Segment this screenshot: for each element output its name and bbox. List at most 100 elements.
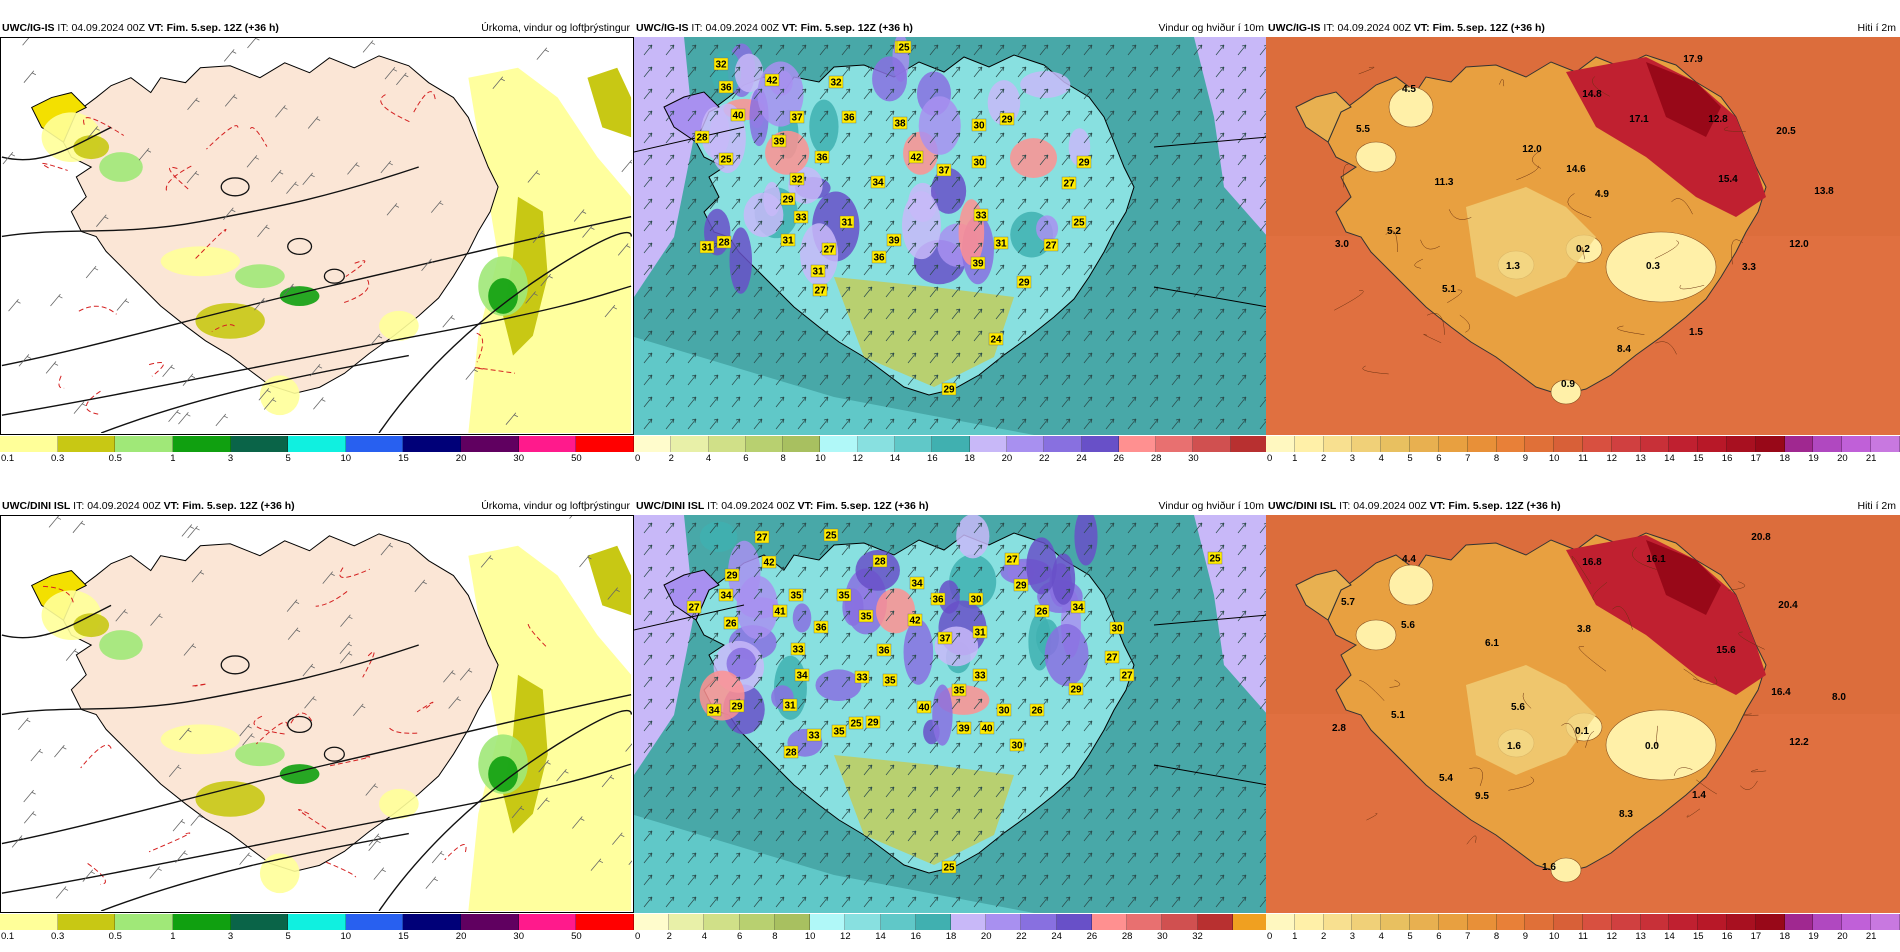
scale-swatch — [1294, 436, 1324, 452]
gust-label: 34 — [909, 576, 925, 590]
scale-tick-label: 4 — [1378, 931, 1384, 942]
scale-swatch — [1611, 436, 1641, 452]
scale-ticks: 0 2 4 6 8 10 12 14 16 18 20 22 24 26 28 30 32 — [634, 931, 1268, 945]
svg-text:42: 42 — [910, 153, 922, 164]
temperature-value: 5.2 — [1387, 226, 1401, 237]
scale-tick-label: 24 — [1051, 931, 1062, 942]
panel-igis-temp: UWC/IG-IS IT: 04.09.2024 00Z VT: Fim. 5.… — [1266, 0, 1900, 474]
scale-swatch — [1156, 436, 1194, 452]
scale-swatch — [745, 436, 784, 452]
model-name: UWC/DINI ISL — [2, 500, 71, 512]
scale-swatch — [1232, 914, 1268, 930]
temperature-value: 8.4 — [1617, 344, 1631, 355]
scale-tick-label: 13 — [1635, 931, 1646, 942]
temperature-value: 8.0 — [1832, 692, 1846, 703]
gust-label: 33 — [790, 642, 806, 656]
gust-label: 29 — [999, 112, 1015, 126]
svg-text:35: 35 — [953, 686, 965, 697]
scale-tick-label: 16 — [927, 453, 938, 464]
temperature-value: 14.6 — [1566, 164, 1586, 175]
gust-label: 31 — [839, 215, 855, 229]
scale-swatch — [1554, 914, 1583, 930]
svg-text:31: 31 — [701, 243, 713, 254]
it-label: IT: — [57, 22, 69, 34]
svg-text:27: 27 — [1106, 653, 1118, 664]
it-label: IT: — [1339, 500, 1351, 512]
temperature-value: 0.1 — [1575, 726, 1589, 737]
svg-text:26: 26 — [1031, 706, 1043, 717]
scale-tick-label: 0 — [635, 931, 641, 942]
gust-label: 36 — [930, 592, 946, 606]
svg-text:25: 25 — [1209, 554, 1221, 565]
scale-swatch — [1871, 436, 1900, 452]
gust-label: 41 — [772, 604, 788, 618]
scale-swatch — [669, 914, 705, 930]
scale-swatch — [915, 914, 951, 930]
wind-map: 27 25 42 29 28 27 25 34 35 35 34 36 30 29 27 26 41 36 35 42… — [634, 515, 1268, 913]
scale-tick-label: 3 — [227, 931, 234, 942]
scale-tick-label: 28 — [1150, 453, 1162, 464]
scale-swatch — [57, 914, 116, 930]
scale-swatch — [1323, 914, 1353, 930]
vt-label: VT: — [147, 22, 164, 34]
scale-swatch — [288, 436, 346, 452]
scale-tick-label: 1 — [170, 931, 176, 942]
gust-label: 35 — [836, 588, 852, 602]
scale-tick-label: 12 — [1606, 931, 1618, 942]
temperature-value: 12.8 — [1708, 114, 1728, 125]
scale-tick-label: 30 — [1188, 453, 1199, 464]
gust-label: 35 — [788, 588, 804, 602]
svg-text:27: 27 — [1121, 671, 1133, 682]
scale-swatch — [1323, 436, 1353, 452]
scale-swatch — [739, 914, 775, 930]
svg-text:35: 35 — [860, 612, 872, 623]
gust-label: 35 — [831, 724, 847, 738]
gust-label: 42 — [907, 613, 923, 627]
model-name: UWC/IG-IS — [2, 22, 55, 34]
scale-swatch — [1127, 914, 1163, 930]
temperature-value: 5.1 — [1391, 710, 1405, 721]
panel-header: UWC/IG-IS IT: 04.09.2024 00Z VT: Fim. 5.… — [636, 20, 1264, 36]
scale-swatch — [932, 436, 970, 452]
gust-label: 31 — [993, 236, 1009, 250]
temperature-value: 17.9 — [1683, 54, 1703, 65]
scale-swatch — [1640, 436, 1670, 452]
vt-label: VT: — [797, 500, 814, 512]
scale-swatch — [1352, 914, 1382, 930]
scale-tick-label: 2 — [668, 453, 674, 464]
svg-text:30: 30 — [1011, 741, 1023, 752]
svg-text:33: 33 — [974, 671, 986, 682]
svg-text:35: 35 — [833, 727, 845, 738]
gust-label: 40 — [916, 700, 932, 714]
svg-text:29: 29 — [1001, 115, 1013, 126]
gust-label: 36 — [841, 110, 857, 124]
scale-tick-label: 20 — [455, 931, 467, 942]
temperature-value: 9.5 — [1475, 791, 1489, 802]
temperature-value: 12.0 — [1522, 144, 1542, 155]
scale-swatch — [1091, 914, 1128, 930]
scale-swatch — [230, 436, 289, 452]
svg-text:28: 28 — [696, 133, 708, 144]
gust-label: 31 — [780, 233, 796, 247]
gust-label: 36 — [718, 80, 734, 94]
svg-text:31: 31 — [784, 701, 796, 712]
scale-tick-label: 18 — [1779, 453, 1791, 464]
scale-swatch — [820, 436, 858, 452]
temperature-value: 2.8 — [1332, 723, 1346, 734]
scale-tick-label: 3 — [1349, 453, 1356, 464]
svg-text:42: 42 — [763, 558, 775, 569]
scale-tick-label: 15 — [398, 453, 409, 464]
map-canvas: 20.8 4.4 16.8 16.1 5.7 20.4 5.6 3.8 6.1 15.6 16.4 8… — [1266, 515, 1900, 913]
svg-text:26: 26 — [725, 619, 737, 630]
svg-text:40: 40 — [918, 703, 930, 714]
svg-text:29: 29 — [726, 571, 738, 582]
scale-tick-label: 17 — [1750, 931, 1762, 942]
scale-swatch — [1669, 914, 1699, 930]
gust-label: 29 — [1076, 155, 1092, 169]
svg-text:35: 35 — [884, 676, 896, 687]
scale-tick-label: 8 — [772, 931, 778, 942]
temperature-value: 17.1 — [1629, 114, 1649, 125]
scale-tick-label: 6 — [1436, 453, 1442, 464]
gust-label: 35 — [951, 683, 967, 697]
